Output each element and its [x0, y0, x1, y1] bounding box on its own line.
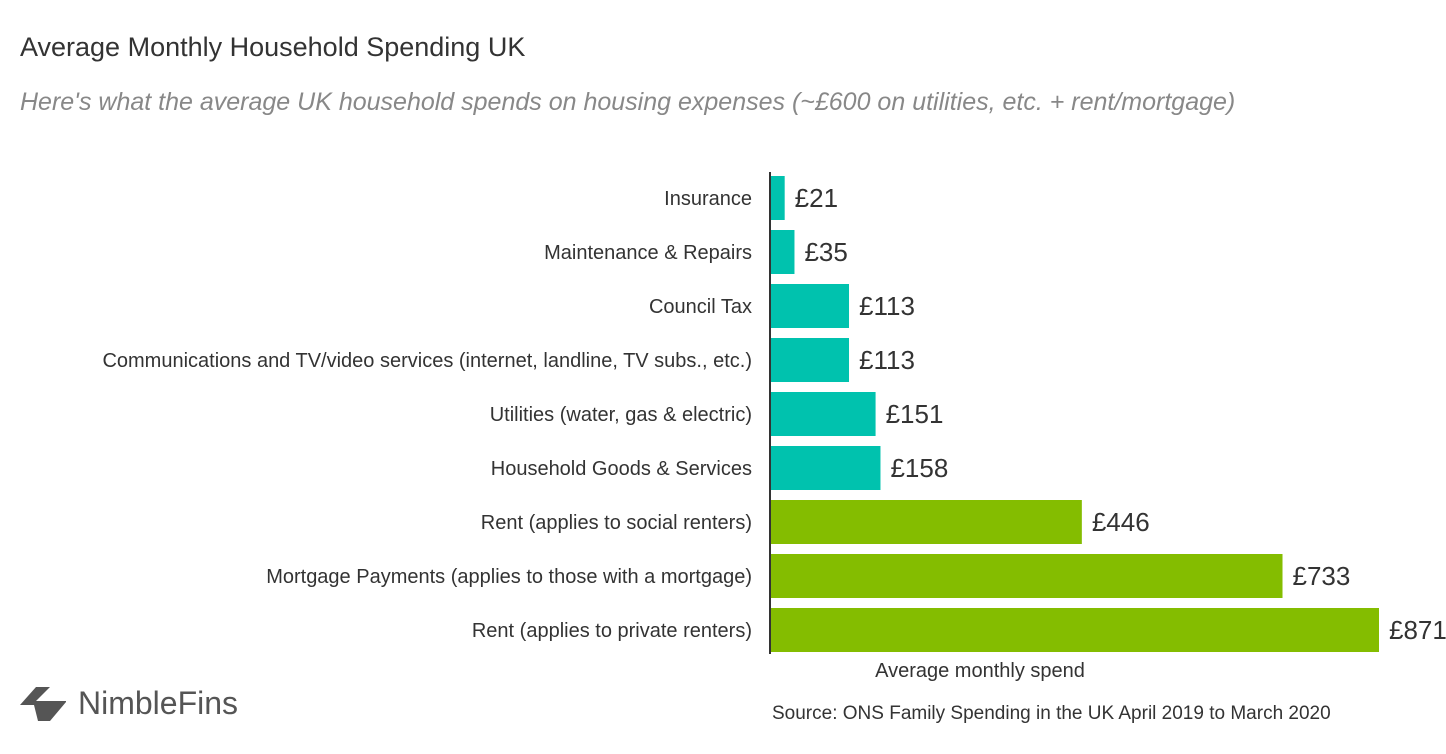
- data-label: £113: [859, 291, 915, 321]
- data-label: £113: [859, 345, 915, 375]
- bar: [770, 284, 850, 328]
- data-label: £21: [795, 183, 838, 213]
- category-label: Rent (applies to private renters): [472, 620, 752, 642]
- category-label: Communications and TV/video services (in…: [102, 350, 752, 372]
- category-label: Utilities (water, gas & electric): [490, 404, 752, 426]
- category-label: Maintenance & Repairs: [544, 242, 752, 264]
- logo: NimbleFins: [20, 683, 238, 723]
- bar: [770, 230, 795, 274]
- bar: [770, 446, 881, 490]
- x-axis-label: Average monthly spend: [875, 660, 1085, 682]
- chart-title: Average Monthly Household Spending UK: [20, 32, 526, 62]
- data-label: £446: [1092, 507, 1150, 537]
- source-note: Source: ONS Family Spending in the UK Ap…: [772, 703, 1331, 724]
- bar: [770, 554, 1283, 598]
- data-label: £733: [1293, 561, 1351, 591]
- category-label: Household Goods & Services: [491, 458, 752, 480]
- category-label: Mortgage Payments (applies to those with…: [266, 566, 752, 588]
- bar: [770, 392, 876, 436]
- data-label: £35: [804, 237, 847, 267]
- bar: [770, 338, 850, 382]
- data-label: £158: [890, 453, 948, 483]
- chart-subtitle: Here's what the average UK household spe…: [20, 88, 1236, 116]
- bar: [770, 500, 1082, 544]
- bar: [770, 608, 1379, 652]
- category-label: Council Tax: [649, 296, 752, 318]
- logo-text: NimbleFins: [78, 684, 239, 721]
- category-label: Rent (applies to social renters): [481, 512, 752, 534]
- chevron-left-logo-icon: [20, 687, 66, 721]
- data-label: £151: [886, 399, 944, 429]
- bar: [770, 176, 785, 220]
- category-label: Insurance: [664, 188, 752, 210]
- data-label: £871: [1389, 615, 1446, 645]
